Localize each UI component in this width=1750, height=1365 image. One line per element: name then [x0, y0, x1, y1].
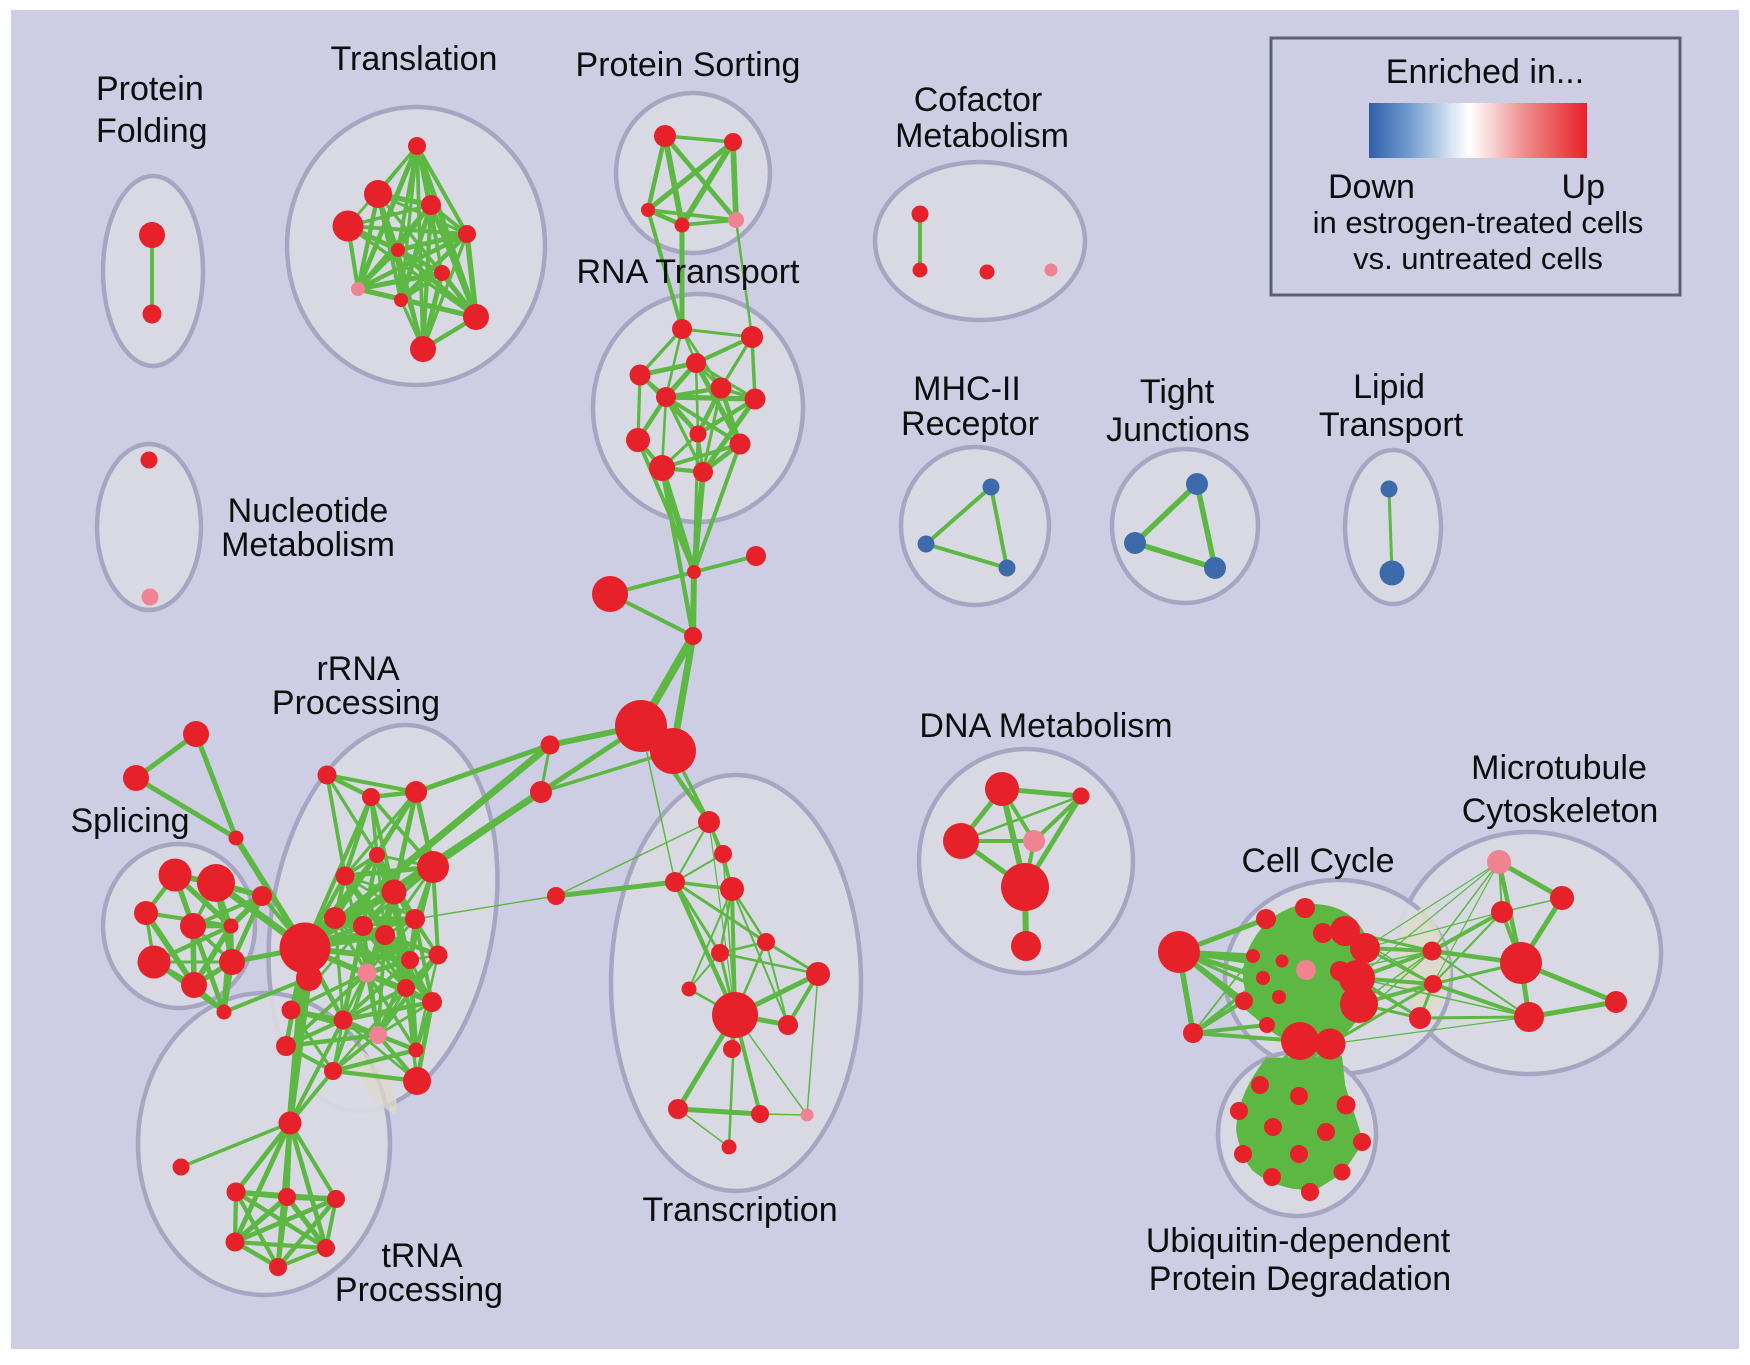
- svg-text:in estrogen-treated cells: in estrogen-treated cells: [1313, 205, 1644, 240]
- svg-text:Processing: Processing: [272, 684, 440, 722]
- svg-text:RNA Transport: RNA Transport: [577, 253, 801, 291]
- svg-text:Transcription: Transcription: [642, 1191, 837, 1229]
- svg-text:Junctions: Junctions: [1106, 411, 1250, 449]
- svg-text:Enriched in...: Enriched in...: [1386, 53, 1584, 91]
- svg-text:Metabolism: Metabolism: [895, 117, 1069, 155]
- svg-text:Nucleotide: Nucleotide: [228, 492, 389, 530]
- svg-text:Processing: Processing: [335, 1271, 503, 1309]
- svg-text:Cofactor: Cofactor: [914, 81, 1043, 119]
- svg-text:Ubiquitin-dependent: Ubiquitin-dependent: [1146, 1222, 1451, 1260]
- svg-text:Folding: Folding: [96, 112, 208, 150]
- svg-text:Metabolism: Metabolism: [221, 526, 395, 564]
- svg-text:Protein Degradation: Protein Degradation: [1149, 1260, 1451, 1298]
- svg-text:Lipid: Lipid: [1353, 368, 1425, 406]
- svg-text:DNA Metabolism: DNA Metabolism: [919, 707, 1172, 745]
- svg-text:Receptor: Receptor: [901, 405, 1039, 443]
- svg-text:Tight: Tight: [1140, 373, 1215, 411]
- svg-text:Up: Up: [1562, 168, 1605, 206]
- svg-text:Splicing: Splicing: [70, 802, 189, 840]
- svg-text:Transport: Transport: [1319, 406, 1464, 444]
- svg-text:Cytoskeleton: Cytoskeleton: [1462, 792, 1659, 830]
- svg-text:Protein: Protein: [96, 70, 204, 108]
- svg-text:MHC-II: MHC-II: [913, 370, 1021, 408]
- svg-text:Down: Down: [1328, 168, 1415, 206]
- svg-text:Protein Sorting: Protein Sorting: [576, 46, 801, 84]
- svg-text:rRNA: rRNA: [316, 650, 399, 688]
- svg-text:Cell Cycle: Cell Cycle: [1241, 842, 1394, 880]
- svg-text:tRNA: tRNA: [381, 1237, 463, 1275]
- svg-text:Translation: Translation: [331, 40, 498, 78]
- svg-text:Microtubule: Microtubule: [1471, 749, 1647, 787]
- svg-text:vs. untreated cells: vs. untreated cells: [1353, 241, 1603, 276]
